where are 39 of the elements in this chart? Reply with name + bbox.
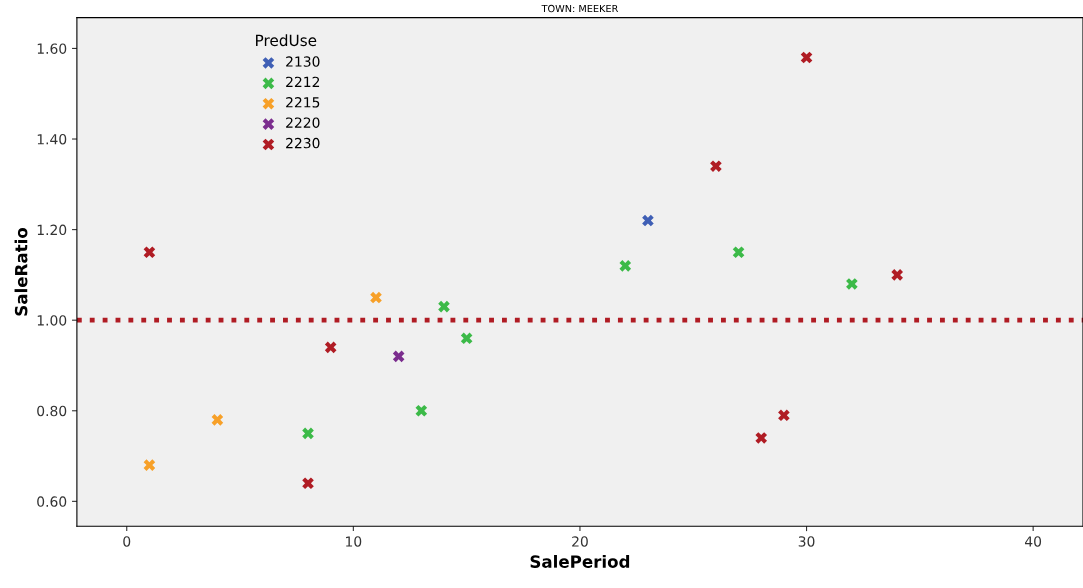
point [710,160,722,172]
x-tick-label: 40 [1024,536,1042,547]
point [619,260,632,272]
point [211,414,224,426]
x-tick-label: 20 [572,536,588,547]
point [143,246,156,259]
point [438,300,450,313]
x-axis-title: SalePeriod [530,554,630,568]
chart-title: TOWN: MEEKER [541,4,619,13]
point [302,477,314,490]
point [732,246,745,259]
y-tick-label: 1.00 [37,315,67,326]
x-tick-label: 0 [123,536,131,547]
legend-label: 2220 [286,117,320,128]
legend-label: 2212 [286,76,320,87]
y-tick-label: 1.40 [37,133,67,145]
y-axis-title: SaleRatio [14,227,28,316]
point [415,404,428,417]
x-tick-label: 30 [798,536,815,547]
point [846,278,858,290]
point [642,214,654,227]
point [460,332,473,345]
legend-label: 2230 [286,137,320,149]
legend-title: PredUse [256,34,317,47]
legend-label: 2215 [286,97,320,108]
x-tick-label: 10 [346,536,362,547]
point [778,409,790,422]
point [143,459,156,471]
point [370,291,382,304]
point [324,341,337,354]
y-tick-label: 0.60 [37,496,67,507]
y-tick-label: 1.60 [37,43,67,54]
y-tick-label: 1.20 [37,224,67,236]
point [891,269,903,281]
point [392,350,405,363]
legend-label: 2130 [286,56,320,67]
y-tick-label: 0.80 [37,405,67,417]
point [755,432,768,444]
point [302,427,314,440]
